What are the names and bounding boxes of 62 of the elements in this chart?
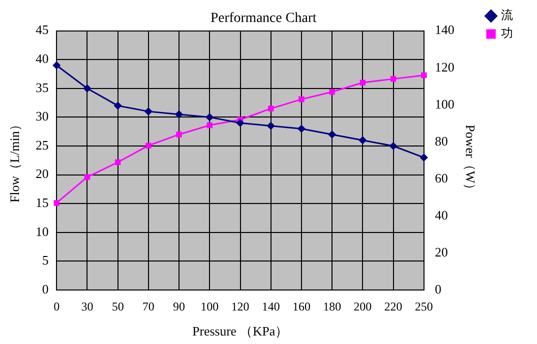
x-tick-label: 120 (231, 299, 250, 314)
y2-tick-label: 0 (434, 281, 442, 296)
point (206, 122, 213, 128)
point (421, 72, 427, 78)
x-tick-label: 70 (142, 299, 154, 314)
y-tick-label: 35 (36, 80, 49, 95)
y-tick-label: 10 (36, 224, 49, 239)
y-tick-label: 15 (36, 195, 49, 210)
x-tick-label: 200 (354, 299, 372, 314)
point (176, 132, 182, 138)
x-tick-label: 50 (112, 299, 124, 314)
y-tick-label: 30 (36, 108, 49, 124)
x-tick-label: 250 (414, 299, 433, 314)
point (329, 89, 335, 95)
x-tick-label: 30 (81, 299, 94, 314)
point (390, 142, 398, 150)
y2-tick-label: 120 (434, 59, 454, 74)
point (114, 102, 122, 110)
x-tick-label: 160 (292, 299, 310, 314)
point (420, 154, 428, 162)
chart-title: Performance Chart (210, 11, 317, 26)
x-tick-label: 220 (384, 299, 402, 314)
legend-label: 功 (501, 26, 513, 40)
y2-tick-label: 140 (434, 22, 454, 38)
y-tick-label: 25 (36, 137, 49, 152)
point (206, 113, 214, 121)
point (146, 142, 152, 148)
point (84, 174, 90, 180)
point (268, 106, 274, 112)
point (328, 130, 336, 138)
y2-tick-label: 20 (434, 244, 448, 260)
point (267, 122, 275, 130)
point (298, 96, 304, 102)
y2-tick-label: 60 (434, 170, 448, 186)
y2-tick-label: 80 (434, 133, 448, 148)
point (298, 124, 306, 132)
y-tick-label: 20 (36, 166, 49, 182)
y2-axis-title: Power（W） (462, 124, 478, 196)
point (236, 119, 244, 127)
point (390, 76, 396, 82)
x-axis-title: Pressure （KPa） (192, 324, 288, 339)
x-tick-label: 180 (323, 299, 342, 314)
point (144, 108, 152, 116)
y-axis-title: Flow（L/min） (7, 118, 22, 203)
point (358, 136, 366, 144)
point (360, 80, 366, 86)
point (54, 200, 60, 206)
point (175, 110, 183, 118)
y2-tick-label: 100 (434, 96, 454, 112)
x-tick-label: 90 (173, 299, 186, 314)
x-tick-label: 100 (200, 299, 219, 314)
y-tick-label: 0 (42, 281, 49, 296)
y-tick-label: 45 (36, 22, 49, 38)
y-tick-label: 40 (36, 51, 49, 66)
point (52, 62, 60, 70)
y-tick-label: 5 (42, 252, 49, 268)
legend-label: 流 (501, 8, 513, 22)
y2-tick-label: 40 (434, 207, 448, 222)
x-tick-label: 140 (262, 299, 280, 314)
point (114, 159, 121, 166)
x-tick-label: 0 (54, 299, 60, 314)
point (83, 84, 91, 92)
